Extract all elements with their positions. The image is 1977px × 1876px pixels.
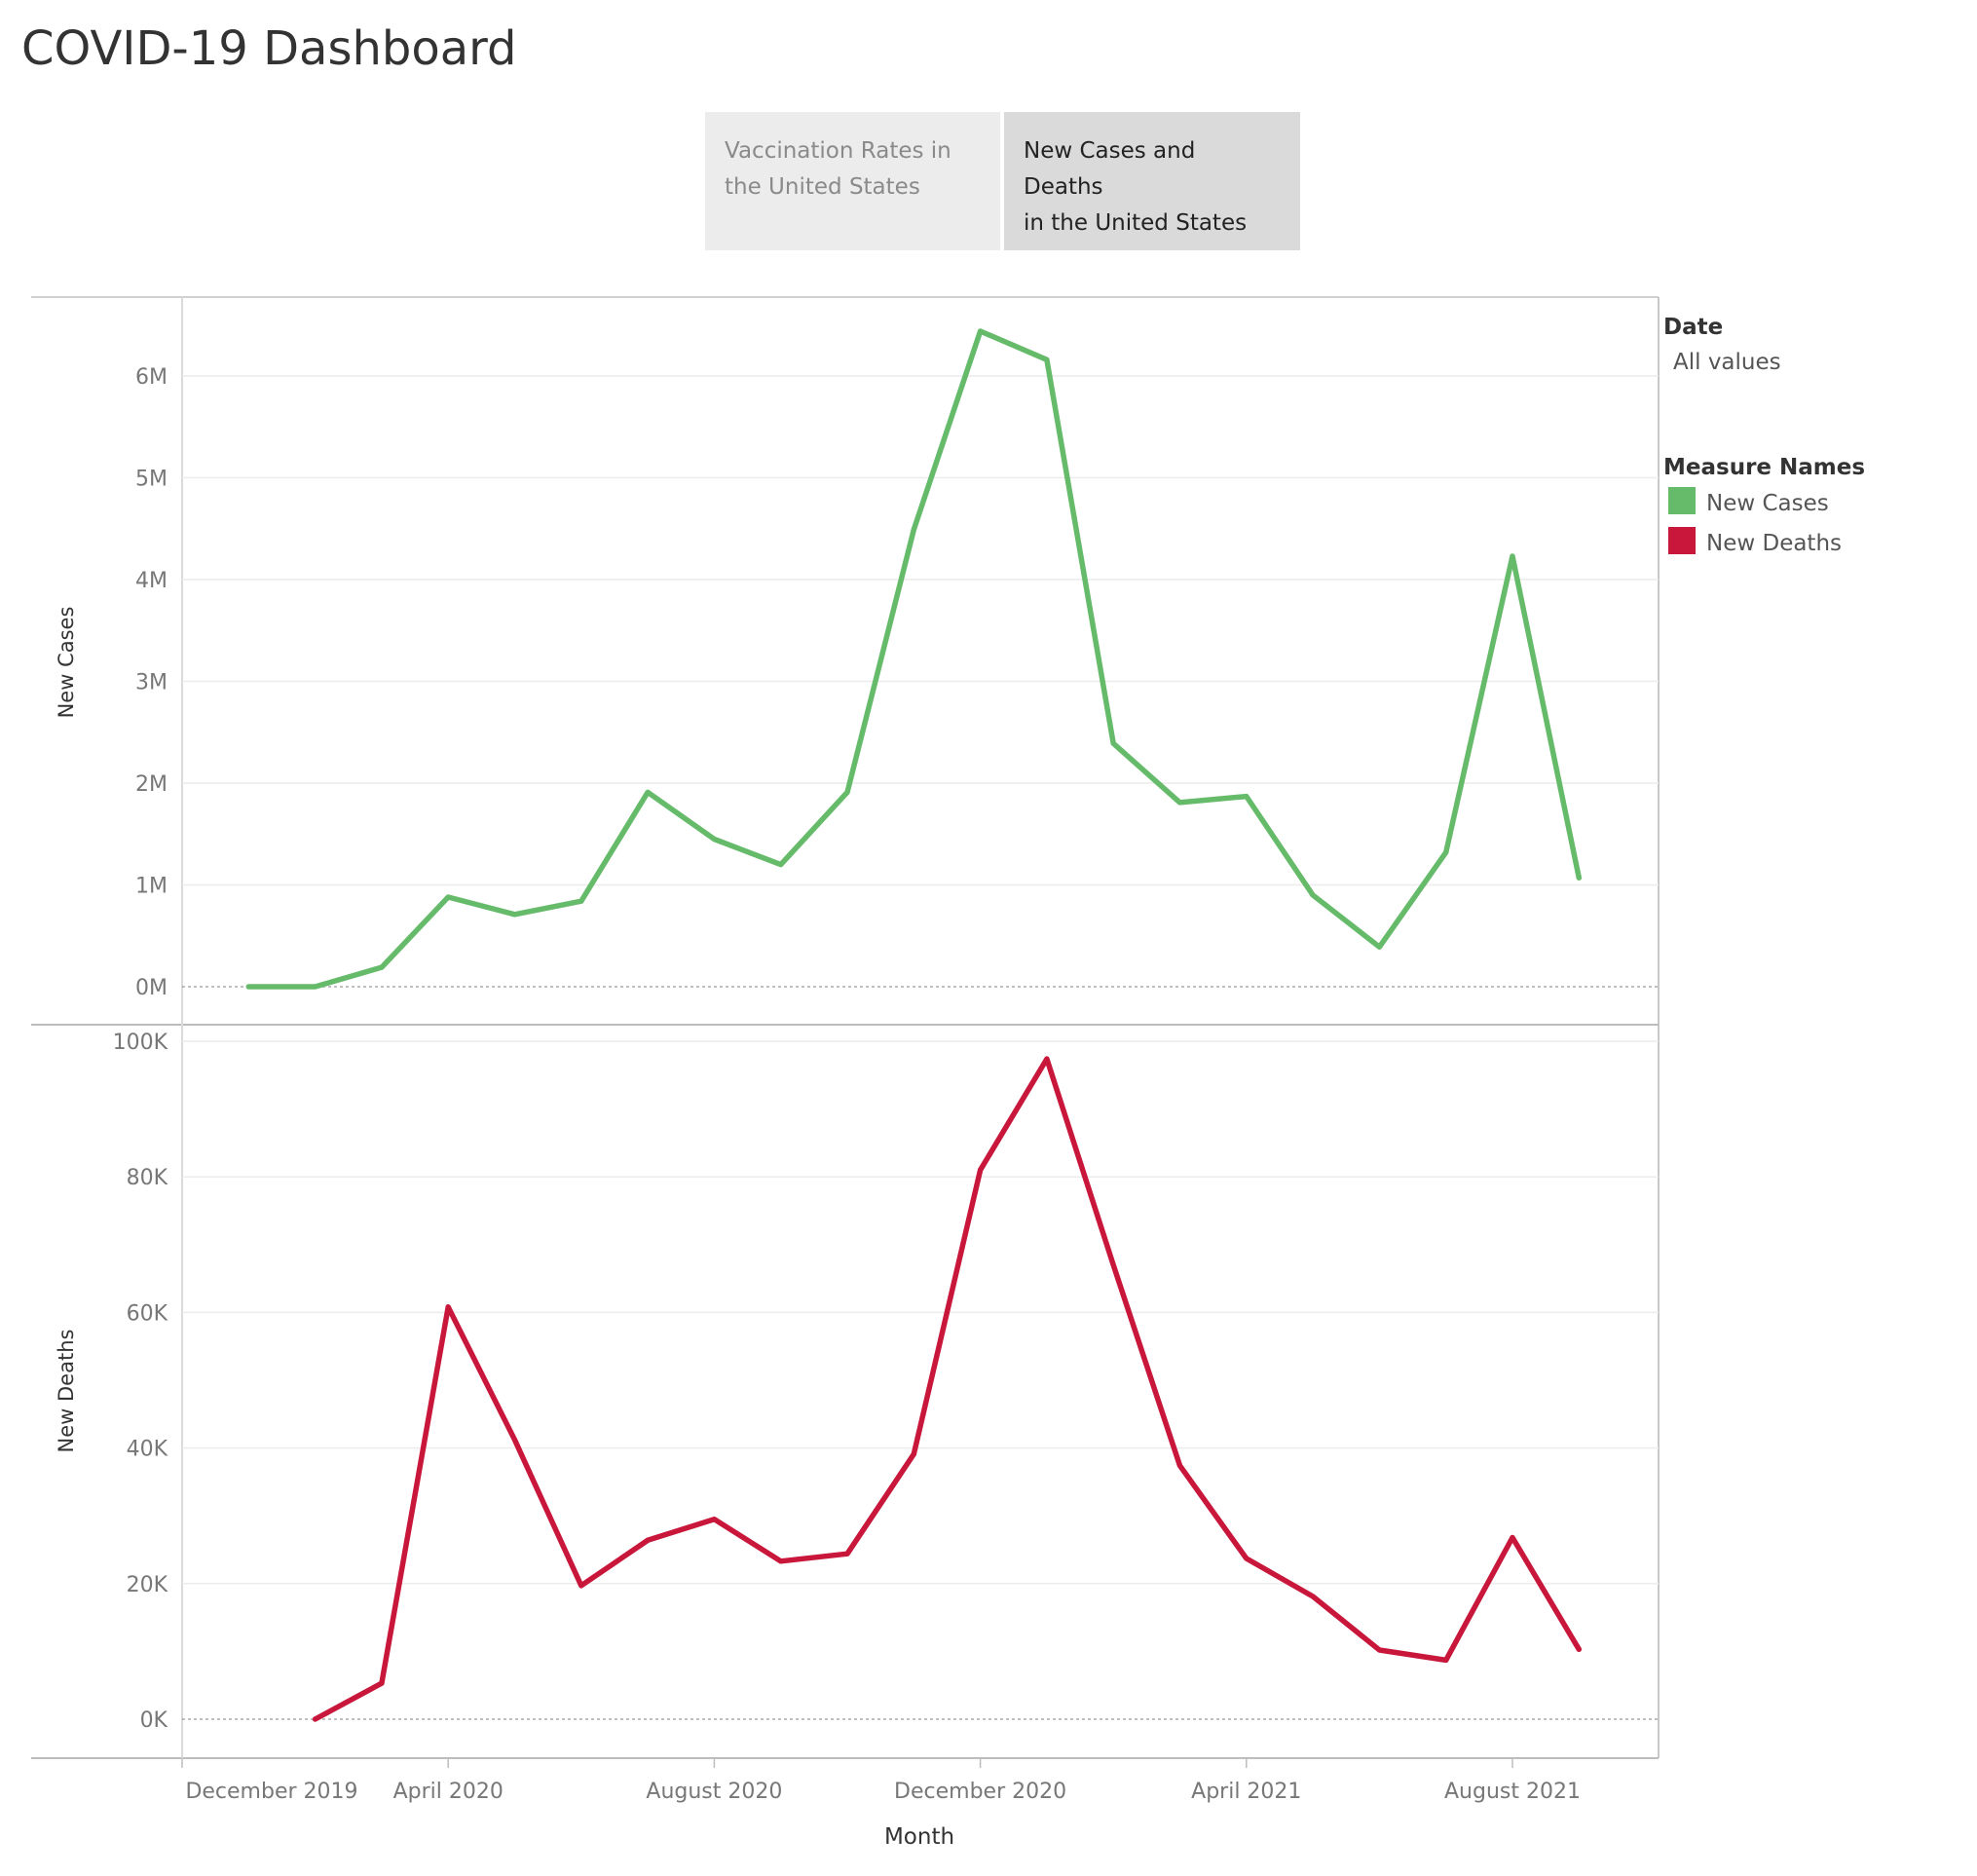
tab-new-cases-deaths-label-1: New Cases and Deaths xyxy=(1024,138,1196,200)
data-point-deaths[interactable] xyxy=(1044,1056,1050,1062)
data-point-cases[interactable] xyxy=(313,984,318,990)
filter-value[interactable]: All values xyxy=(1673,350,1781,375)
data-point-deaths[interactable] xyxy=(1310,1594,1316,1599)
data-point-cases[interactable] xyxy=(512,912,517,918)
x-tick-label: April 2021 xyxy=(1191,1780,1301,1804)
data-point-cases[interactable] xyxy=(1244,794,1250,800)
legend-title: Measure Names xyxy=(1663,455,1865,480)
data-point-cases[interactable] xyxy=(778,862,784,868)
cases-y-tick-label: 3M xyxy=(135,671,168,695)
data-point-deaths[interactable] xyxy=(1177,1463,1182,1469)
data-point-deaths[interactable] xyxy=(645,1537,651,1543)
dashboard-title: COVID-19 Dashboard xyxy=(21,21,517,76)
data-point-cases[interactable] xyxy=(1376,944,1382,950)
series-line-cases[interactable] xyxy=(245,328,1583,990)
data-point-deaths[interactable] xyxy=(978,1167,984,1173)
data-point-deaths[interactable] xyxy=(1244,1556,1250,1561)
data-point-deaths[interactable] xyxy=(1576,1646,1582,1652)
x-axis-title: Month xyxy=(884,1824,954,1850)
data-point-cases[interactable] xyxy=(379,964,385,970)
legend-swatch-new-cases xyxy=(1668,487,1696,514)
x-tick-label: August 2021 xyxy=(1444,1780,1581,1804)
data-point-deaths[interactable] xyxy=(911,1451,916,1457)
cases-y-tick-label: 0M xyxy=(135,976,168,1000)
data-point-deaths[interactable] xyxy=(778,1558,784,1564)
data-point-cases[interactable] xyxy=(1177,800,1182,806)
data-point-deaths[interactable] xyxy=(711,1517,717,1522)
data-point-deaths[interactable] xyxy=(512,1437,517,1443)
deaths-y-tick-label: 40K xyxy=(127,1438,168,1462)
deaths-y-tick-label: 0K xyxy=(140,1708,168,1733)
tab-vaccination-rates-label-1: Vaccination Rates in xyxy=(725,138,951,164)
data-point-cases[interactable] xyxy=(245,984,251,990)
series-lines xyxy=(245,328,1583,1722)
data-point-deaths[interactable] xyxy=(379,1680,385,1686)
legend-swatch-new-deaths xyxy=(1668,527,1696,554)
deaths-y-tick-label: 20K xyxy=(127,1573,168,1597)
tab-vaccination-rates[interactable]: Vaccination Rates in the United States xyxy=(705,112,1000,250)
data-point-deaths[interactable] xyxy=(1443,1657,1449,1663)
data-point-cases[interactable] xyxy=(911,527,916,533)
data-point-cases[interactable] xyxy=(1110,740,1116,746)
tab-new-cases-deaths-label-2: in the United States xyxy=(1024,210,1248,236)
data-point-cases[interactable] xyxy=(711,837,717,842)
filter-title: Date xyxy=(1663,315,1723,340)
data-point-deaths[interactable] xyxy=(578,1583,584,1589)
data-point-cases[interactable] xyxy=(1576,875,1582,881)
x-tick-label: December 2019 xyxy=(185,1780,357,1804)
x-tick-label: April 2020 xyxy=(393,1780,504,1804)
x-tick-label: August 2020 xyxy=(646,1780,782,1804)
deaths-y-tick-label: 100K xyxy=(113,1031,168,1055)
cases-y-tick-label: 4M xyxy=(135,569,168,593)
cases-y-tick-label: 2M xyxy=(135,772,168,797)
deaths-y-tick-label: 80K xyxy=(127,1166,168,1190)
data-point-cases[interactable] xyxy=(1044,356,1050,362)
data-point-deaths[interactable] xyxy=(445,1304,451,1310)
cases-y-tick-label: 6M xyxy=(135,365,168,390)
data-point-deaths[interactable] xyxy=(844,1551,850,1557)
legend-label-new-cases[interactable]: New Cases xyxy=(1706,491,1829,516)
bottom-gridlines xyxy=(182,1040,1659,1720)
y-axis-title-cases: New Cases xyxy=(55,607,78,719)
data-point-cases[interactable] xyxy=(978,328,984,334)
data-point-cases[interactable] xyxy=(1443,849,1449,855)
cases-y-tick-label: 1M xyxy=(135,875,168,899)
x-tick-labels: December 2019 April 2020 August 2020 Decemb… xyxy=(181,1758,1581,1804)
data-point-deaths[interactable] xyxy=(1110,1262,1116,1268)
tab-vaccination-rates-label-2: the United States xyxy=(725,174,920,200)
data-point-deaths[interactable] xyxy=(1510,1535,1515,1540)
data-point-deaths[interactable] xyxy=(1376,1647,1382,1653)
tab-new-cases-deaths[interactable]: New Cases and Deaths in the United State… xyxy=(1004,112,1300,250)
data-point-cases[interactable] xyxy=(445,894,451,900)
data-point-cases[interactable] xyxy=(578,898,584,904)
y-tick-labels: 0M 1M 2M 3M 4M 5M 6M 0K 20K 40K 60K 80K 100K xyxy=(113,365,168,1733)
data-point-cases[interactable] xyxy=(645,789,651,795)
y-axis-title-deaths: New Deaths xyxy=(55,1330,78,1453)
data-point-deaths[interactable] xyxy=(313,1716,318,1722)
top-gridlines xyxy=(182,375,1659,988)
data-point-cases[interactable] xyxy=(1310,892,1316,898)
deaths-y-tick-label: 60K xyxy=(127,1301,168,1326)
data-point-cases[interactable] xyxy=(844,789,850,795)
data-point-cases[interactable] xyxy=(1510,553,1515,559)
legend-label-new-deaths[interactable]: New Deaths xyxy=(1706,531,1842,556)
series-line-deaths[interactable] xyxy=(312,1056,1583,1722)
cases-y-tick-label: 5M xyxy=(135,468,168,492)
x-tick-label: December 2020 xyxy=(894,1780,1066,1804)
